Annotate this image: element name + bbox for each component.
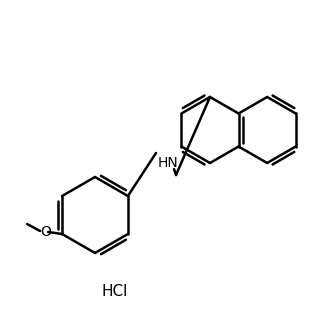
- Text: HCl: HCl: [102, 284, 128, 300]
- Text: O: O: [41, 225, 52, 239]
- Text: HN: HN: [158, 156, 179, 170]
